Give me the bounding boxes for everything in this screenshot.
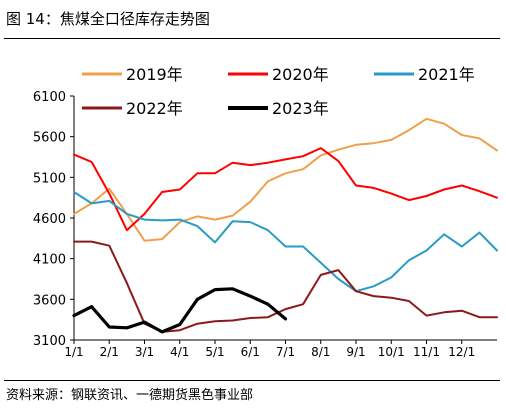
- title-rule: [4, 38, 500, 39]
- figure-title: 图 14：焦煤全口径库存走势图: [6, 10, 210, 28]
- x-tick-label: 10/1: [378, 345, 405, 359]
- x-axis: 1/1 2/1 3/1 4/1 5/1 6/1 7/1 8/1 9/1 10/1 11/1 12/1: [64, 339, 497, 359]
- series-line-2: [73, 191, 498, 293]
- series-line-0: [73, 117, 498, 242]
- y-tick-label: 4100: [33, 253, 66, 268]
- series-line-4: [72, 287, 288, 334]
- source-rule: [4, 380, 500, 381]
- x-tick-label: 9/1: [346, 345, 365, 359]
- legend-label: 2019年: [126, 65, 183, 84]
- legend-label: 2021年: [418, 65, 475, 84]
- x-tick-label: 11/1: [413, 345, 440, 359]
- x-tick-label: 6/1: [241, 345, 260, 359]
- inventory-line-chart: 2019年 2020年 2021年 2022年 2023年 3100 3600 4100 46…: [33, 65, 498, 359]
- x-tick-label: 7/1: [276, 345, 295, 359]
- series-line-1: [73, 147, 498, 232]
- y-tick-label: 3600: [33, 293, 66, 308]
- chart-series: [72, 117, 498, 334]
- x-tick-label: 8/1: [311, 345, 330, 359]
- y-tick-label: 3100: [33, 334, 66, 349]
- x-tick-label: 12/1: [448, 345, 475, 359]
- y-tick-label: 6100: [33, 90, 66, 105]
- x-tick-label: 2/1: [100, 345, 119, 359]
- x-tick-label: 3/1: [135, 345, 154, 359]
- x-tick-label: 1/1: [64, 345, 83, 359]
- x-tick-label: 5/1: [205, 345, 224, 359]
- chart-legend: 2019年 2020年 2021年 2022年 2023年: [82, 65, 475, 118]
- legend-label: 2023年: [272, 99, 329, 118]
- legend-label: 2022年: [126, 99, 183, 118]
- y-axis: 3100 3600 4100 4600 5100 5600 6100: [33, 90, 75, 349]
- legend-label: 2020年: [272, 65, 329, 84]
- y-tick-label: 5600: [33, 131, 66, 146]
- y-tick-label: 5100: [33, 171, 66, 186]
- y-tick-label: 4600: [33, 212, 66, 227]
- x-tick-label: 4/1: [170, 345, 189, 359]
- figure-source: 资料来源：钢联资讯、一德期货黑色事业部: [6, 388, 254, 403]
